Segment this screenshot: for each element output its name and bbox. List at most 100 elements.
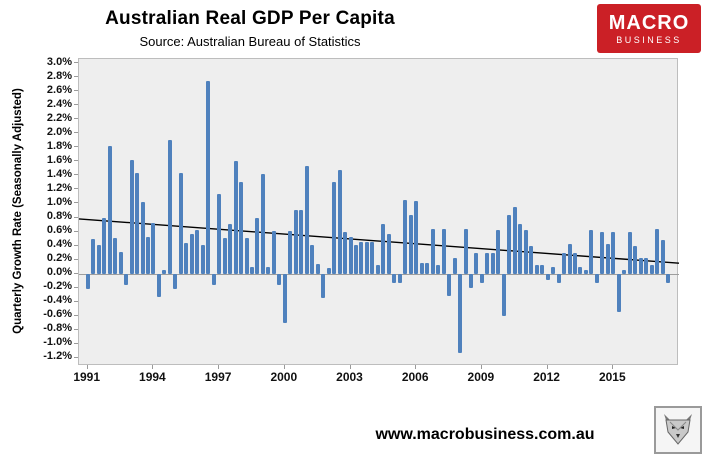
bar-2012-Q4 [562,252,566,274]
y-tick-mark [74,314,78,316]
y-tick-label: 0.8% [46,210,72,223]
y-tick-mark [74,76,78,78]
y-tick-label: 1.2% [46,181,72,194]
bar-2005-Q2 [397,273,402,284]
bar-2013-Q1 [567,243,572,274]
bar-2017-Q3 [666,273,670,284]
bar-2002-Q2 [332,181,337,274]
y-tick-label: 2.8% [46,69,72,82]
y-tick-mark [74,118,78,120]
bar-2017-Q1 [655,228,660,274]
bar-1992-Q2 [113,237,118,274]
bar-1998-Q2 [244,237,249,274]
y-tick-label: 3.0% [46,55,72,68]
bar-2008-Q4 [474,252,479,274]
x-tick-mark [546,365,548,369]
x-tick-label: 2009 [467,370,495,384]
bar-1995-Q1 [173,273,178,290]
y-tick-label: -0.2% [43,280,72,293]
bar-2012-Q2 [551,266,556,274]
bar-2009-Q1 [479,273,484,284]
y-tick-label: -1.2% [43,350,72,363]
bar-2015-Q4 [627,231,632,274]
x-tick-mark [612,365,614,369]
y-tick-mark [74,272,78,274]
y-tick-label: 0.0% [46,266,72,279]
bar-2000-Q3 [293,209,298,274]
y-tick-mark [74,62,78,63]
y-tick-mark [74,356,78,358]
y-tick-mark [74,216,78,218]
bar-2016-Q3 [644,257,649,274]
bar-2016-Q4 [649,265,654,274]
bar-1994-Q4 [167,139,172,274]
plot-area [78,58,680,365]
bar-1995-Q3 [184,242,189,274]
bar-2014-Q3 [600,231,605,274]
bar-2013-Q3 [578,266,583,274]
y-tick-label: 2.4% [46,97,72,110]
bar-2016-Q1 [633,245,638,274]
x-tick-mark [152,365,154,369]
bar-2007-Q1 [436,264,441,274]
y-tick-label: 2.0% [46,125,72,138]
bar-2011-Q2 [529,245,534,274]
y-tick-label: 1.4% [46,167,72,180]
website-url: www.macrobusiness.com.au [375,426,595,443]
bar-2012-Q1 [545,273,550,280]
bar-2016-Q2 [638,257,643,274]
bar-1994-Q2 [156,273,161,297]
y-tick-mark [74,300,78,302]
bar-2004-Q3 [381,223,386,274]
bar-2004-Q4 [386,234,391,274]
bar-2007-Q2 [441,228,446,274]
bar-2010-Q1 [501,273,506,317]
bar-2015-Q1 [611,231,616,274]
bar-1998-Q1 [239,181,243,274]
bar-2014-Q2 [594,273,599,284]
bar-1991-Q4 [102,217,107,274]
bar-2005-Q4 [408,215,413,274]
bar-1992-Q4 [124,273,128,285]
bar-2010-Q4 [518,223,523,274]
bar-1998-Q3 [249,266,254,274]
x-tick-mark [480,365,482,369]
bar-1992-Q1 [107,145,112,274]
bar-1991-Q3 [96,244,101,274]
bar-1997-Q4 [233,160,238,274]
bar-2011-Q1 [523,229,528,274]
bar-2012-Q3 [556,273,561,284]
bar-2002-Q4 [343,231,347,274]
bar-1994-Q3 [162,270,167,274]
bar-2001-Q2 [310,244,315,274]
y-tick-mark [74,104,78,106]
x-tick-label: 2015 [598,370,626,384]
zero-axis-line [79,273,679,275]
macrobusiness-logo: MACRO BUSINESS [597,4,701,53]
bar-2009-Q4 [496,229,501,274]
bar-1991-Q2 [91,239,96,274]
y-tick-label: -0.8% [43,322,72,335]
bar-2009-Q2 [485,252,490,274]
y-tick-mark [74,90,78,92]
x-tick-label: 2006 [401,370,429,384]
bar-2006-Q4 [430,228,435,274]
bar-1993-Q1 [129,159,134,274]
bar-1996-Q1 [195,229,200,274]
bar-2007-Q4 [452,258,457,274]
y-tick-mark [74,286,78,288]
bar-2003-Q4 [364,242,369,274]
bar-2002-Q1 [326,268,331,274]
bar-2008-Q3 [468,273,473,288]
y-tick-mark [74,146,78,148]
bar-2010-Q3 [512,207,517,274]
bar-1995-Q2 [178,172,183,274]
bar-2000-Q2 [288,230,293,274]
bar-2007-Q3 [447,273,451,297]
bar-2004-Q2 [375,264,380,274]
bar-2014-Q4 [605,244,610,274]
y-tick-mark [74,328,78,330]
bar-1996-Q4 [211,273,216,285]
y-tick-label: 2.2% [46,111,72,124]
bar-1996-Q3 [206,80,211,274]
